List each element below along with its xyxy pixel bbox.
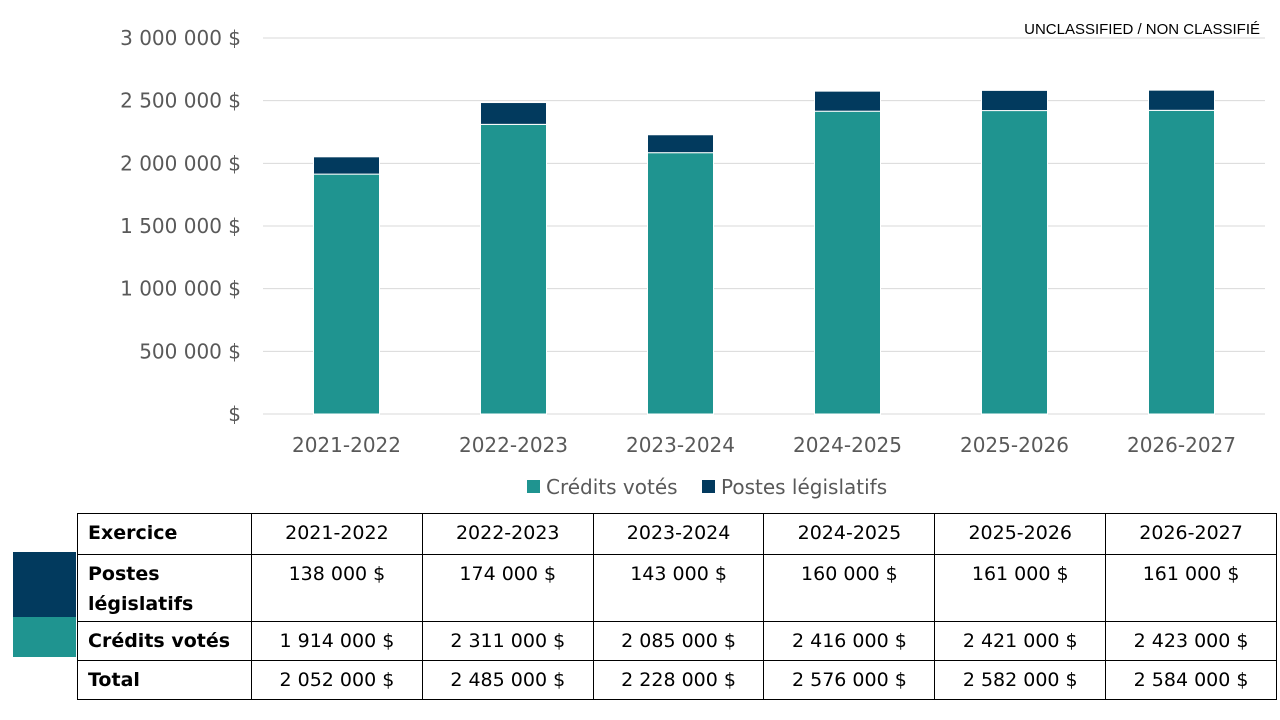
table-header-cell: 2026-2027 [1105, 513, 1277, 555]
bar-credits-votes [981, 110, 1048, 415]
table-cell: 160 000 $ [763, 554, 936, 622]
legend-label: Crédits votés [546, 475, 678, 499]
x-tick-label: 2026-2027 [1127, 433, 1236, 457]
table-header-cell: Exercice [77, 513, 252, 555]
bar-postes-legislatifs [814, 90, 881, 112]
stacked-bar-chart: $500 000 $ 1 000 000 $ 1 500 000 $ 2 000 00… [120, 26, 1265, 499]
table-row: Crédits votés 1 914 000 $ 2 311 000 $ 2 … [77, 621, 1277, 661]
table-cell: 1 914 000 $ [251, 621, 423, 661]
bar-credits-votes [313, 173, 380, 415]
table-cell: 2 421 000 $ [934, 621, 1107, 661]
y-tick-label: 500 000 $ [139, 339, 241, 363]
bar-postes-legislatifs [480, 102, 547, 125]
table-cell: 2 228 000 $ [592, 660, 765, 700]
bar-credits-votes [647, 152, 714, 415]
classification-label: UNCLASSIFIED / NON CLASSIFIÉ [1024, 21, 1260, 38]
bar-postes-legislatifs [647, 134, 714, 154]
table-header-row: Exercice 2021-2022 2022-2023 2023-2024 2… [77, 513, 1277, 555]
bar-credits-votes [814, 110, 881, 415]
table-row: Postes législatifs 138 000 $ 174 000 $ 1… [77, 554, 1277, 622]
table-cell: 138 000 $ [251, 554, 423, 622]
table-cell: 2 582 000 $ [934, 660, 1107, 700]
table-header-cell: 2024-2025 [763, 513, 936, 555]
table-cell: 143 000 $ [592, 554, 765, 622]
bar-credits-votes [480, 123, 547, 415]
table-cell: 2 584 000 $ [1105, 660, 1277, 700]
table-header-cell: 2022-2023 [421, 513, 594, 555]
y-tick-label: 3 000 000 $ [120, 26, 241, 50]
row-label: Postes législatifs [77, 554, 252, 622]
table-cell: 2 052 000 $ [251, 660, 423, 700]
table-row: Total 2 052 000 $ 2 485 000 $ 2 228 000 … [77, 660, 1277, 700]
table-cell: 161 000 $ [934, 554, 1107, 622]
y-tick-label: 1 500 000 $ [120, 214, 241, 238]
postes-row-swatch [13, 552, 76, 617]
table-cell: 161 000 $ [1105, 554, 1277, 622]
y-tick-label: 2 500 000 $ [120, 89, 241, 113]
x-tick-label: 2025-2026 [960, 433, 1069, 457]
legend-label: Postes législatifs [721, 475, 887, 499]
x-tick-label: 2024-2025 [793, 433, 902, 457]
table-cell: 2 416 000 $ [763, 621, 936, 661]
bar-postes-legislatifs [313, 156, 380, 175]
bar-postes-legislatifs [981, 89, 1048, 112]
legend-swatch-credits [527, 480, 540, 493]
credits-row-swatch [13, 617, 76, 657]
table-cell: 2 085 000 $ [592, 621, 765, 661]
table-cell: 2 485 000 $ [421, 660, 594, 700]
row-label: Crédits votés [77, 621, 252, 661]
data-table: Exercice 2021-2022 2022-2023 2023-2024 2… [77, 513, 1277, 700]
table-cell: 2 311 000 $ [421, 621, 594, 661]
y-tick-label: 1 000 000 $ [120, 277, 241, 301]
table-header-cell: 2021-2022 [251, 513, 423, 555]
table-cell: 174 000 $ [421, 554, 594, 622]
row-label: Total [77, 660, 252, 700]
y-tick-label: $ [228, 402, 241, 426]
y-tick-label: 2 000 000 $ [120, 151, 241, 175]
bar-credits-votes [1148, 109, 1215, 415]
table-cell: 2 576 000 $ [763, 660, 936, 700]
table-cell: 2 423 000 $ [1105, 621, 1277, 661]
x-tick-label: 2022-2023 [459, 433, 568, 457]
table-header-cell: 2023-2024 [592, 513, 765, 555]
x-tick-label: 2023-2024 [626, 433, 735, 457]
x-tick-label: 2021-2022 [292, 433, 401, 457]
legend-swatch-postes [702, 480, 715, 493]
table-header-cell: 2025-2026 [934, 513, 1107, 555]
bar-postes-legislatifs [1148, 89, 1215, 111]
